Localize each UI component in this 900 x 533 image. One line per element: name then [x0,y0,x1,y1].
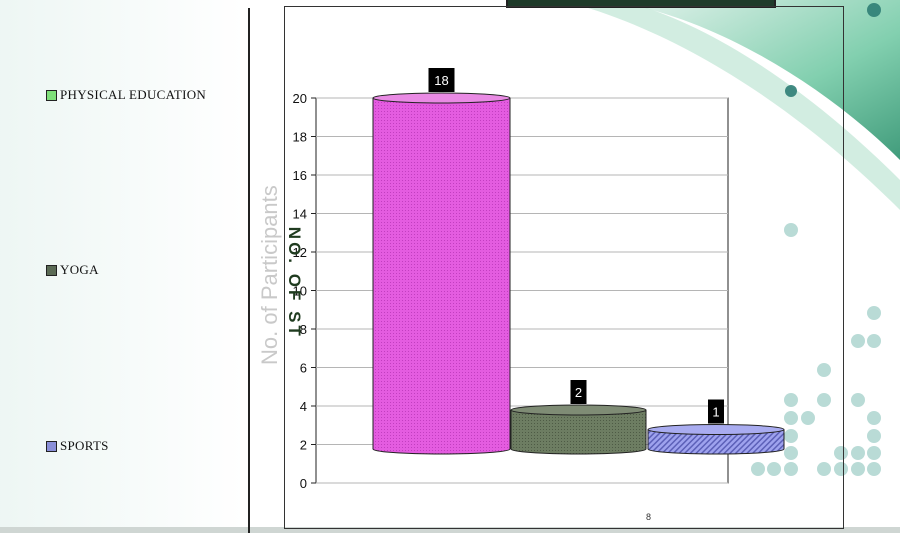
data-label-value: 2 [575,385,582,400]
bar-body [648,429,784,449]
data-label: 1 [708,399,724,424]
bar-sports [647,424,785,455]
y-tick-label: 10 [293,284,307,299]
data-label-value: 18 [434,73,448,88]
legend-item-physical-education: PHYSICAL EDUCATION [46,87,206,103]
legend-swatch [46,440,57,452]
data-label-value: 1 [712,405,719,420]
y-axis: 0 2 4 6 8 10 12 14 16 18 20 [293,91,316,491]
y-tick-label: 6 [300,361,307,376]
data-label-box [428,68,455,92]
data-label-box [708,399,724,424]
y-tick-label: 2 [300,438,307,453]
bar-cap [647,424,785,435]
legend-label: PHYSICAL EDUCATION [60,87,207,102]
legend-item-sports: SPORTS [46,438,109,454]
data-label-box [570,380,587,404]
title-bar-fragment [506,0,776,8]
legend-swatch [46,89,57,101]
chart-legend: PHYSICAL EDUCATION YOGA SPORTS [0,0,246,533]
data-label: 2 [570,380,587,404]
y-tick-label: 12 [293,245,307,260]
divider-line [248,8,250,533]
y-axis-label: No. of Participants [257,185,282,365]
y-tick-label: 0 [300,476,307,491]
bars [372,92,785,455]
bar-body [373,98,510,449]
y-tick-label: 16 [293,168,307,183]
y-tick-label: 20 [293,91,307,106]
y-tick-label: 14 [293,207,307,222]
bar-cap [510,404,647,416]
legend-swatch [46,264,57,276]
legend-label: SPORTS [60,438,109,453]
y-tick-label: 8 [300,322,307,337]
y-axis-label-overlay: NO. OF ST [285,227,304,339]
page-number: 8 [646,512,652,522]
y-tick-label: 18 [293,130,307,145]
bar-cap [372,92,511,104]
bar-physical-education [372,92,511,455]
bar-yoga [510,404,647,455]
y-tick-label: 4 [300,399,307,414]
legend-item-yoga: YOGA [46,262,99,278]
bar-body [511,410,646,449]
legend-label: YOGA [60,262,99,277]
y-axis-title: No. of Participants NO. OF ST [257,185,304,365]
chart-frame [284,6,844,529]
data-label: 18 [428,68,455,92]
